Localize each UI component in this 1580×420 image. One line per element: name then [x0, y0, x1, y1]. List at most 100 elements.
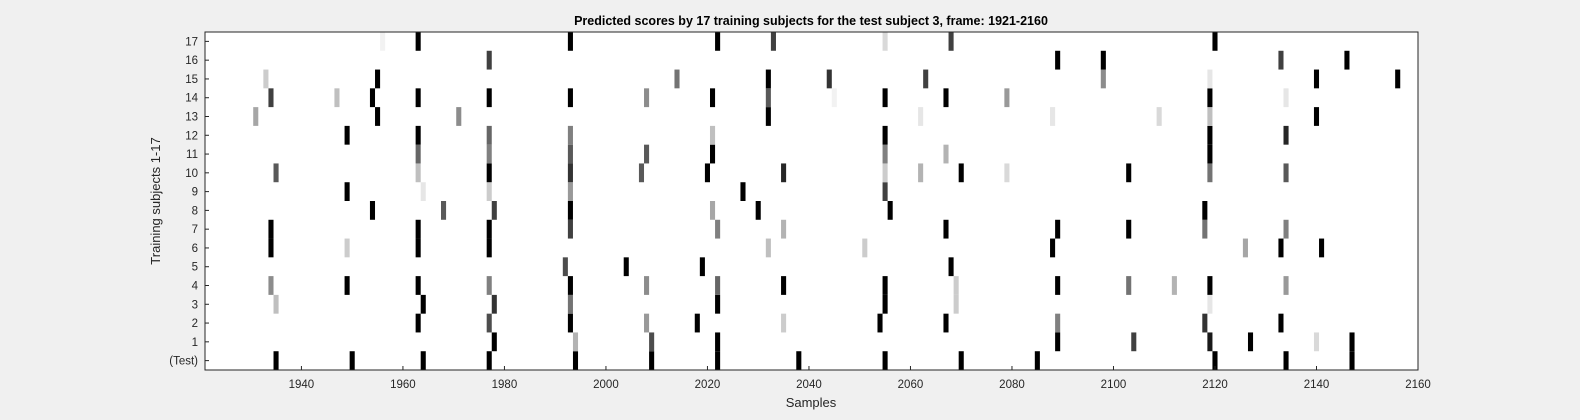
heatmap-cell — [344, 125, 350, 145]
heatmap-cell — [1131, 332, 1137, 352]
y-tick-label: 6 — [192, 243, 198, 255]
heatmap-cell — [781, 276, 787, 295]
heatmap-cell — [567, 182, 573, 201]
heatmap-cell — [273, 163, 279, 183]
y-tick-label: 9 — [192, 187, 198, 199]
heatmap-cell — [882, 351, 888, 370]
heatmap-cell — [572, 351, 579, 370]
heatmap-cell — [486, 50, 492, 70]
x-tick-label: 2140 — [1304, 379, 1330, 391]
heatmap-cell — [567, 144, 573, 164]
heatmap-cell — [882, 88, 888, 108]
heatmap-cell — [1344, 50, 1350, 70]
heatmap-cell — [1207, 125, 1213, 145]
heatmap-cell — [1055, 276, 1061, 295]
heatmap-cell — [415, 219, 421, 239]
heatmap-cell — [420, 294, 426, 314]
heatmap-cell — [1395, 69, 1401, 89]
heatmap-cell — [958, 351, 964, 370]
heatmap-cell — [268, 276, 274, 295]
heatmap-cell — [918, 163, 924, 183]
heatmap-cell — [1202, 219, 1208, 239]
y-tick-label: 17 — [185, 36, 198, 48]
heatmap-cell — [1212, 32, 1218, 51]
heatmap-cell — [1349, 332, 1355, 352]
heatmap-cell — [882, 294, 888, 314]
heatmap-cell — [1349, 351, 1355, 370]
heatmap-cell — [567, 125, 573, 145]
heatmap-cell — [273, 294, 279, 314]
heatmap-cell — [831, 88, 837, 108]
heatmap-cell — [567, 276, 573, 295]
heatmap-cell — [953, 276, 959, 295]
heatmap-cell — [715, 32, 721, 51]
heatmap-cell — [709, 88, 716, 108]
heatmap-cell — [375, 69, 381, 89]
heatmap-cell — [943, 219, 949, 239]
heatmap-cell — [1212, 351, 1218, 370]
plot-frame — [204, 31, 1419, 371]
heatmap-cell — [1207, 69, 1213, 89]
y-tick-label: 15 — [185, 74, 198, 86]
heatmap-cell — [253, 107, 259, 126]
heatmap-cells — [253, 32, 1401, 370]
chart-title: Predicted scores by 17 training subjects… — [574, 14, 1048, 28]
heatmap-cell — [704, 163, 710, 183]
heatmap-cell — [1319, 238, 1325, 258]
heatmap-cell — [1313, 332, 1320, 352]
heatmap-cell — [567, 313, 573, 333]
heatmap-cell — [415, 88, 421, 108]
heatmap-cell — [1055, 219, 1061, 239]
heatmap-cell — [1207, 144, 1213, 164]
heatmap-cell — [1283, 125, 1289, 145]
heatmap-cell — [781, 219, 787, 239]
heatmap-cell — [862, 238, 868, 258]
heatmap-cell — [709, 125, 716, 145]
heatmap-cell — [1283, 276, 1289, 295]
heatmap-cell — [486, 88, 492, 108]
y-tick-label: 3 — [192, 299, 198, 311]
heatmap-cell — [1278, 50, 1284, 70]
heatmap-cell — [415, 313, 421, 333]
x-tick-label: 2020 — [695, 379, 721, 391]
heatmap-cell — [765, 238, 771, 258]
heatmap-cell — [567, 294, 573, 314]
heatmap-cell — [948, 32, 954, 51]
heatmap-cell — [344, 276, 350, 295]
heatmap-cell — [486, 276, 492, 295]
y-tick-label: 14 — [185, 93, 198, 105]
heatmap-cell — [1126, 276, 1132, 295]
heatmap-cell — [1242, 238, 1248, 258]
heatmap-cell — [268, 88, 274, 108]
heatmap-cell — [1004, 163, 1010, 183]
heatmap-cell — [918, 107, 924, 126]
y-tick-label: 12 — [185, 130, 198, 142]
heatmap-cell — [781, 163, 787, 183]
heatmap-cell — [755, 201, 761, 220]
heatmap-cell — [486, 238, 492, 258]
heatmap-cell — [1247, 332, 1254, 352]
heatmap-cell — [1055, 50, 1061, 70]
y-tick-label: 10 — [185, 168, 198, 180]
heatmap-cell — [486, 182, 492, 201]
heatmap-cell — [1126, 163, 1132, 183]
y-tick-label: 8 — [192, 205, 198, 217]
heatmap-cell — [1202, 313, 1208, 333]
heatmap-cell — [826, 69, 832, 89]
heatmap-cell — [567, 88, 573, 108]
heatmap-cell — [1283, 219, 1289, 239]
heatmap-cell — [796, 351, 802, 370]
heatmap-cell — [567, 32, 573, 51]
heatmap-cell — [943, 313, 949, 333]
heatmap-cell — [715, 351, 721, 370]
heatmap-cell — [1278, 238, 1284, 258]
heatmap-cell — [1050, 107, 1056, 126]
heatmap-cell — [415, 125, 421, 145]
heatmap-cell — [943, 144, 949, 164]
heatmap-cell — [344, 238, 350, 258]
heatmap-cell — [674, 69, 680, 89]
heatmap-cell — [567, 219, 573, 239]
x-tick-label: 2120 — [1202, 379, 1228, 391]
heatmap-cell — [1126, 219, 1132, 239]
